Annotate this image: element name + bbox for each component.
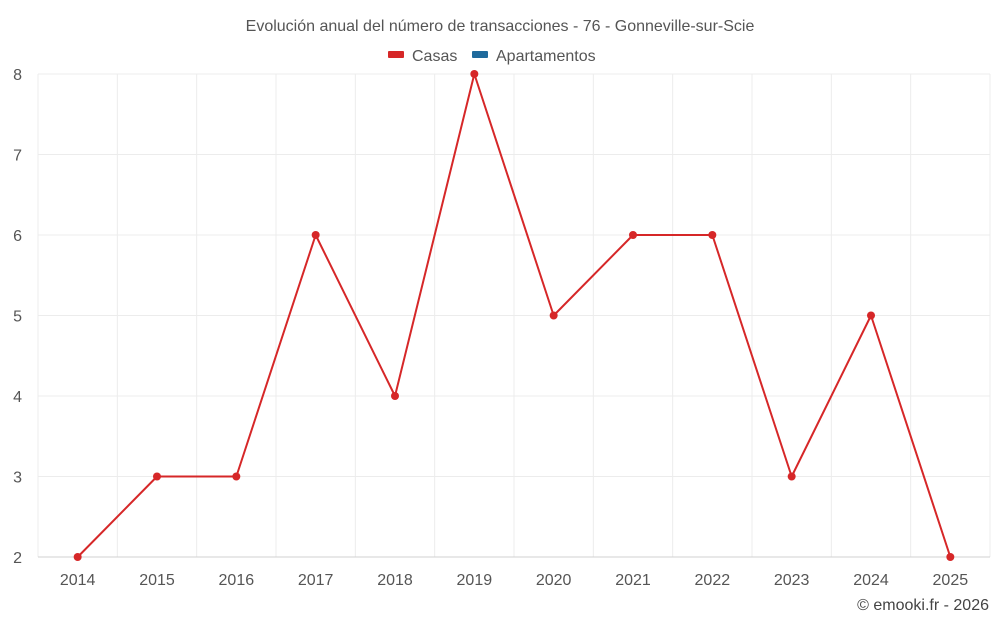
x-tick-label: 2022 [695,572,731,589]
y-tick-label: 2 [13,550,22,567]
data-point-casas-2014[interactable] [73,553,82,561]
x-tick-label: 2020 [536,572,572,589]
y-axis: 2 3 4 5 6 7 8 [13,67,22,567]
data-point-casas-2020[interactable] [549,311,558,320]
x-tick-label: 2016 [219,572,255,589]
y-tick-label: 7 [13,148,22,165]
x-tick-label: 2015 [139,572,175,589]
chart-title: Evolución anual del número de transaccio… [246,18,755,35]
data-point-casas-2017[interactable] [311,231,320,239]
y-tick-label: 8 [13,67,22,84]
y-tick-label: 4 [13,389,22,406]
data-point-casas-2015[interactable] [153,472,161,481]
data-point-casas-2021[interactable] [629,231,637,239]
x-tick-label: 2014 [60,572,96,589]
credit-text: © emooki.fr - 2026 [857,597,989,614]
x-tick-label: 2021 [615,572,651,589]
grid [37,73,991,558]
legend-label-apartamentos: Apartamentos [496,48,596,65]
data-point-casas-2024[interactable] [867,311,875,320]
x-tick-label: 2019 [457,572,493,589]
x-axis: 2014 2015 2016 2017 2018 2019 2020 2021 2022 2023… [60,572,968,589]
legend-swatch-apartamentos [472,51,488,58]
y-tick-label: 3 [13,470,22,487]
x-tick-label: 2018 [377,572,413,589]
data-point-casas-2016[interactable] [232,472,241,481]
legend-item-casas[interactable]: Casas [388,48,457,65]
legend-item-apartamentos[interactable]: Apartamentos [472,48,596,65]
data-point-casas-2023[interactable] [787,472,796,481]
data-point-casas-2025[interactable] [946,553,955,561]
series-line-casas [76,73,952,558]
x-tick-label: 2023 [774,572,810,589]
y-tick-label: 5 [13,309,22,326]
data-point-casas-2022[interactable] [708,231,717,239]
x-tick-label: 2025 [933,572,969,589]
data-point-casas-2019[interactable] [470,70,479,78]
x-tick-label: 2017 [298,572,334,589]
legend-swatch-casas [388,51,404,58]
x-tick-label: 2024 [853,572,889,589]
legend-label-casas: Casas [412,48,457,65]
data-point-casas-2018[interactable] [391,392,399,400]
series-casas [73,70,955,561]
legend: Casas Apartamentos [388,48,596,65]
y-tick-label: 6 [13,228,22,245]
